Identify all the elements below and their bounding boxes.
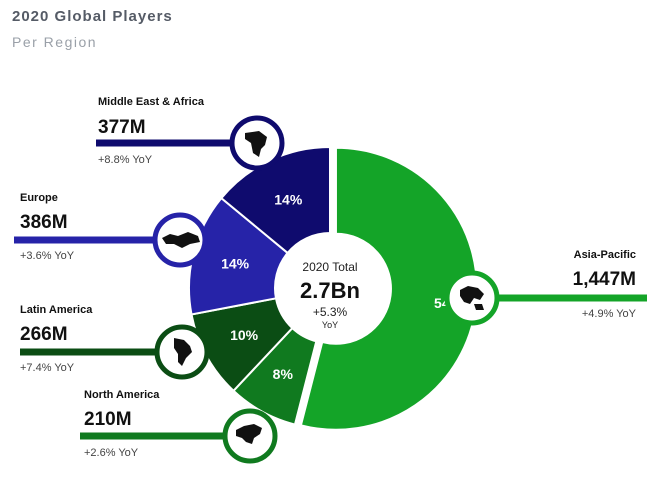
donut-center: 2020 Total 2.7Bn +5.3%YoY [277, 235, 383, 341]
region-value-europe: 386M [20, 212, 68, 233]
europe-map-icon [162, 232, 200, 248]
slice-europe [188, 196, 290, 316]
center-total: 2.7Bn [300, 278, 360, 303]
middle-east-africa-map-icon-shape [245, 131, 267, 157]
center-growth: +5.3% [313, 305, 348, 319]
percent-label-latin-america: 10% [230, 327, 259, 343]
latin-america-map-icon [174, 338, 192, 366]
region-value-asia-pacific: 1,447M [573, 269, 636, 290]
asia-pacific-map-icon-shape [460, 286, 484, 310]
europe-map-icon-shape [162, 232, 200, 248]
slice-middle-east-africa [219, 145, 331, 255]
center-circle [277, 235, 383, 341]
center-growth-unit: YoY [322, 320, 338, 330]
middle-east-africa-map-icon [245, 131, 267, 157]
north-america-map-icon [236, 424, 262, 444]
north-america-map-icon-shape [236, 424, 262, 444]
region-yoy-latin-america: +7.4% YoY [20, 362, 75, 374]
region-value-middle-east-africa: 377M [98, 117, 146, 138]
donut-slices [188, 145, 478, 431]
latin-america-map-icon-shape [174, 338, 192, 366]
region-yoy-middle-east-africa: +8.8% YoY [98, 154, 153, 166]
percent-label-europe: 14% [221, 256, 250, 272]
region-name-asia-pacific: Asia-Pacific [574, 249, 636, 261]
region-name-north-america: North America [84, 389, 160, 401]
chart-subtitle: Per Region [12, 34, 98, 50]
asia-pacific-map-icon [460, 286, 484, 310]
region-labels: Asia-Pacific 1,447M +4.9% YoY North America… [20, 96, 637, 459]
region-yoy-asia-pacific: +4.9% YoY [582, 308, 637, 320]
region-yoy-north-america: +2.6% YoY [84, 447, 139, 459]
region-value-latin-america: 266M [20, 324, 68, 345]
percent-label-middle-east-africa: 14% [274, 191, 303, 207]
region-name-latin-america: Latin America [20, 304, 93, 316]
percent-label-north-america: 8% [273, 366, 294, 382]
chart-title: 2020 Global Players [12, 8, 173, 25]
region-yoy-europe: +3.6% YoY [20, 250, 75, 262]
region-value-north-america: 210M [84, 409, 132, 430]
region-badges [152, 115, 500, 464]
region-name-europe: Europe [20, 192, 58, 204]
slice-asia-pacific [299, 146, 478, 431]
region-name-middle-east-africa: Middle East & Africa [98, 96, 205, 108]
center-caption: 2020 Total [302, 260, 357, 274]
